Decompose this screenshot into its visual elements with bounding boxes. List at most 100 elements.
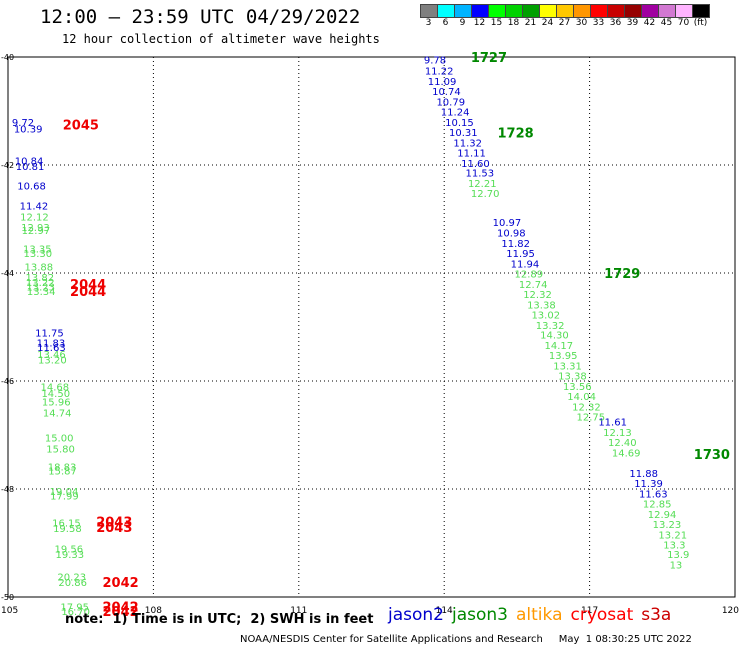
mission-cryosat: cryosat xyxy=(570,605,634,625)
time-label-6: 2044 xyxy=(70,285,106,300)
jason3-point-49: 16.15 xyxy=(52,518,81,529)
color-scale-swatches xyxy=(420,4,710,18)
mission-s3a: s3a xyxy=(641,605,672,625)
jason3-point-8: 14.30 xyxy=(540,331,569,342)
color-label-5: 18 xyxy=(507,18,520,28)
color-label-12: 39 xyxy=(626,18,639,28)
jason2-point-22: 10.39 xyxy=(14,124,43,135)
jason3-point-53: 20.23 xyxy=(57,572,86,583)
jason2-point-15: 11.95 xyxy=(506,249,535,260)
jason3-point-18: 12.40 xyxy=(608,438,637,449)
jason3-point-50: 19.58 xyxy=(53,524,82,535)
color-label-6: 21 xyxy=(524,18,537,28)
mission-altika: altika xyxy=(516,605,563,625)
time-label-7: 2043 xyxy=(96,515,132,530)
jason3-point-26: 13 xyxy=(670,561,683,572)
jason2-point-10: 11.60 xyxy=(461,159,490,170)
jason2-point-3: 10.74 xyxy=(432,87,461,98)
jason2-point-20: 11.63 xyxy=(639,489,668,500)
jason3-point-48: 17.99 xyxy=(50,491,79,502)
jason2-point-6: 10.15 xyxy=(445,118,474,129)
jason2-point-5: 11.24 xyxy=(441,108,470,119)
jason3-point-41: 15.96 xyxy=(42,398,71,409)
y-tick-label-4: -48 xyxy=(1,485,14,494)
jason3-point-19: 14.69 xyxy=(612,448,641,459)
plot-frame xyxy=(7,56,736,598)
jason3-point-39: 14.68 xyxy=(40,382,69,393)
y-tick-label-3: -46 xyxy=(1,377,14,386)
color-scale-labels: 3 6 9 12 15 18 21 24 27 30 33 36 39 42 45 70 (ft) xyxy=(420,18,709,28)
time-label-8: 2043 xyxy=(96,521,132,536)
time-label-0: 1727 xyxy=(471,51,507,66)
y-tick-label-0: -40 xyxy=(1,53,14,62)
jason2-point-12: 10.97 xyxy=(493,218,522,229)
jason3-point-24: 13.3 xyxy=(663,541,685,552)
jason3-point-14: 14.04 xyxy=(567,392,596,403)
color-label-3: 12 xyxy=(473,18,486,28)
time-label-4: 2045 xyxy=(63,119,99,134)
color-label-16: (ft) xyxy=(693,18,708,28)
jason2-point-13: 10.98 xyxy=(497,229,526,240)
jason2-point-28: 11.83 xyxy=(37,339,66,350)
jason3-point-22: 13.23 xyxy=(653,520,682,531)
jason3-point-11: 13.31 xyxy=(553,361,582,372)
color-label-10: 33 xyxy=(592,18,605,28)
color-label-11: 36 xyxy=(609,18,622,28)
jason3-point-30: 13.35 xyxy=(23,245,52,256)
jason3-point-2: 12.89 xyxy=(514,270,543,281)
jason3-point-47: 19.04 xyxy=(50,487,79,498)
color-label-0: 3 xyxy=(425,18,432,28)
x-tick-label-3: 114 xyxy=(436,606,453,616)
jason2-point-8: 11.32 xyxy=(453,138,482,149)
time-label-5: 2044 xyxy=(70,278,106,293)
jason3-point-13: 13.56 xyxy=(563,382,592,393)
jason3-point-34: 13.22 xyxy=(26,278,55,289)
jason3-point-38: 13.20 xyxy=(38,355,67,366)
jason3-point-37: 13.46 xyxy=(37,350,66,361)
x-tick-label-4: 117 xyxy=(581,606,598,616)
y-tick-label-5: -50 xyxy=(1,593,14,602)
jason3-point-31: 13.30 xyxy=(24,249,53,260)
jason2-point-11: 11.53 xyxy=(466,169,495,180)
jason2-point-26: 11.42 xyxy=(20,202,49,213)
jason3-point-54: 20.86 xyxy=(58,578,87,589)
color-label-8: 27 xyxy=(558,18,571,28)
jason3-point-35: 13.23 xyxy=(26,283,55,294)
jason2-point-19: 11.39 xyxy=(634,479,663,490)
x-tick-label-1: 108 xyxy=(145,606,162,616)
jason3-point-52: 19.33 xyxy=(55,550,84,561)
time-label-3: 1730 xyxy=(694,448,730,463)
jason3-point-56: 16.70 xyxy=(61,607,90,618)
jason3-point-21: 12.94 xyxy=(648,510,677,521)
footnote: note: 1) Time is in UTC; 2) SWH is in fe… xyxy=(65,612,374,627)
jason3-point-15: 12.32 xyxy=(572,402,601,413)
x-tick-label-2: 111 xyxy=(290,606,307,616)
jason3-point-46: 15.87 xyxy=(48,467,77,478)
jason3-point-6: 13.02 xyxy=(531,311,560,322)
jason2-point-4: 10.79 xyxy=(436,97,465,108)
color-scale-legend: 3 6 9 12 15 18 21 24 27 30 33 36 39 42 45 70 (ft) xyxy=(420,4,710,28)
jason3-point-32: 13.88 xyxy=(24,263,53,274)
jason3-point-0: 12.21 xyxy=(468,179,497,190)
jason2-point-24: 10.81 xyxy=(16,162,45,173)
mission-legend: jason2 jason3 altika cryosat s3a xyxy=(388,605,679,625)
jason3-point-16: 12.75 xyxy=(577,413,606,424)
jason3-point-12: 13.38 xyxy=(558,372,587,383)
time-label-10: 2042 xyxy=(103,601,139,616)
jason3-point-10: 13.95 xyxy=(549,351,578,362)
jason3-point-44: 15.80 xyxy=(46,445,75,456)
jason2-point-18: 11.88 xyxy=(629,469,658,480)
jason3-point-3: 12.74 xyxy=(519,280,548,291)
mission-jason2: jason2 xyxy=(388,605,444,625)
jason3-point-9: 14.17 xyxy=(545,341,574,352)
jason3-point-23: 13.21 xyxy=(658,530,687,541)
color-label-4: 15 xyxy=(490,18,503,28)
color-label-15: 70 xyxy=(677,18,690,28)
jason3-point-43: 15.00 xyxy=(45,434,74,445)
jason2-point-27: 11.75 xyxy=(35,328,64,339)
jason3-point-4: 12.32 xyxy=(523,290,552,301)
x-tick-label-0: 105 xyxy=(1,606,18,616)
jason2-point-21: 9.72 xyxy=(12,118,34,129)
jason3-point-29: 12.97 xyxy=(22,226,51,237)
